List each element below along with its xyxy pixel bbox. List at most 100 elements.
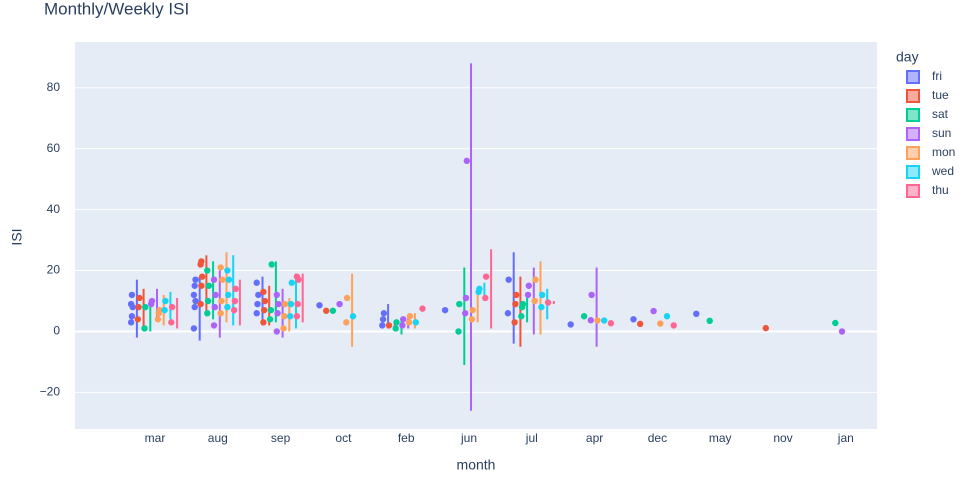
data-point [288, 279, 295, 286]
data-point [210, 322, 218, 329]
x-tick-label: apr [586, 431, 603, 445]
data-point [199, 273, 206, 280]
data-point [594, 317, 601, 324]
data-point [204, 310, 211, 317]
data-point [294, 300, 301, 308]
data-point [225, 276, 233, 283]
data-point [230, 306, 238, 314]
data-point [462, 310, 469, 317]
x-tick-label: jul [525, 431, 538, 445]
x-tick-label: mar [145, 431, 166, 445]
data-point [266, 316, 274, 323]
y-tick-label: 0 [53, 324, 60, 338]
data-point [275, 300, 282, 308]
data-point [630, 316, 637, 323]
data-point [260, 319, 267, 326]
data-point [587, 317, 594, 324]
data-point [281, 313, 288, 320]
data-point [293, 273, 301, 280]
data-point [135, 303, 142, 311]
data-point [198, 282, 205, 289]
legend-swatch [906, 108, 920, 122]
legend-label: mon [932, 145, 955, 159]
legend-label: thu [932, 183, 949, 197]
data-point [379, 322, 386, 329]
data-point [218, 297, 225, 305]
data-point [260, 288, 267, 296]
data-point [567, 321, 574, 328]
data-point [168, 303, 176, 311]
chart-title: Monthly/Weekly ISI [44, 0, 189, 18]
data-point [329, 307, 337, 314]
data-point [539, 291, 546, 299]
data-point [349, 313, 357, 320]
plot-area [75, 42, 877, 429]
data-point [162, 297, 169, 305]
data-point [211, 303, 218, 311]
data-point [607, 320, 615, 327]
data-point [274, 310, 281, 317]
data-point [134, 316, 141, 323]
data-point [281, 300, 289, 308]
data-point [190, 291, 198, 299]
data-point [393, 319, 400, 326]
data-point [217, 310, 224, 317]
data-point [512, 300, 519, 308]
data-point [838, 328, 846, 335]
data-point [210, 276, 218, 283]
data-point [531, 297, 538, 305]
data-point [205, 282, 213, 289]
data-point [519, 300, 527, 308]
x-tick-label: sep [271, 431, 291, 445]
data-point [191, 303, 198, 311]
data-point [504, 310, 512, 317]
x-tick-label: may [709, 431, 732, 445]
data-point [706, 317, 713, 325]
data-point [441, 306, 449, 314]
data-point [192, 297, 199, 305]
legend-swatch [906, 89, 920, 103]
data-point [482, 273, 490, 280]
data-point [253, 310, 260, 317]
data-point [455, 328, 462, 335]
legend-title: day [896, 49, 919, 65]
data-point [254, 300, 261, 308]
data-point [762, 324, 769, 332]
legend-swatch [906, 184, 920, 198]
data-point [832, 319, 839, 327]
data-point [323, 307, 330, 314]
data-point [268, 261, 275, 268]
y-tick-label: 60 [47, 141, 61, 155]
data-point [538, 303, 545, 311]
data-point [505, 276, 512, 283]
data-point [380, 310, 388, 317]
data-point [225, 291, 232, 299]
data-point [544, 299, 552, 306]
data-point [280, 325, 287, 332]
data-point [287, 300, 295, 308]
data-point [198, 258, 205, 265]
data-point [513, 291, 520, 299]
data-point [650, 307, 657, 315]
x-tick-label: aug [208, 431, 228, 445]
data-point [392, 325, 399, 332]
data-point [190, 325, 198, 332]
data-point [261, 297, 269, 305]
data-point [316, 302, 323, 309]
legend-swatch [906, 127, 920, 141]
data-point [136, 294, 143, 302]
legend-label: wed [931, 164, 954, 178]
data-point [191, 282, 198, 289]
data-point [232, 285, 239, 293]
x-tick-label: nov [773, 431, 792, 445]
data-point [217, 264, 224, 271]
data-point [148, 297, 156, 305]
data-point [588, 291, 595, 299]
data-point [293, 313, 301, 320]
data-point [231, 297, 239, 305]
y-tick-label: 40 [47, 202, 61, 216]
data-point [476, 285, 483, 293]
data-point [693, 310, 700, 318]
data-point [224, 267, 231, 274]
